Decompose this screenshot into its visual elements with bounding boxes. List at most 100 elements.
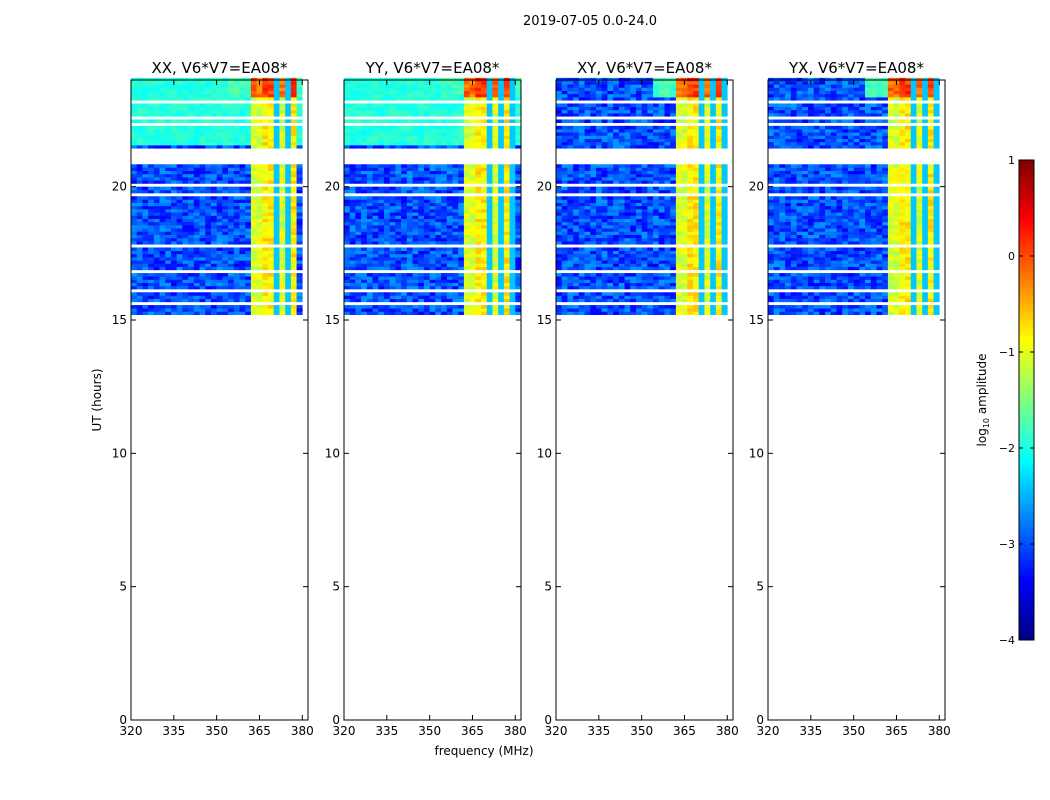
heatmap-cell [268, 228, 275, 232]
heatmap-cell [578, 285, 585, 290]
heatmap-cell [573, 199, 580, 203]
heatmap-cell [406, 138, 413, 143]
heatmap-cell [199, 141, 206, 146]
heatmap-cell [675, 189, 682, 194]
heatmap-cell [193, 90, 200, 95]
heatmap-cell [486, 260, 493, 264]
heatmap-cell [159, 298, 166, 303]
heatmap-cell [647, 167, 654, 171]
heatmap-cell [182, 170, 189, 175]
heatmap-cell [188, 257, 195, 261]
heatmap-cell [366, 170, 373, 175]
heatmap-cell [429, 298, 436, 303]
heatmap-cell [182, 247, 189, 251]
heatmap-cell [389, 93, 396, 98]
heatmap-cell [349, 221, 356, 226]
heatmap-cell [250, 87, 257, 91]
heatmap-cell [658, 209, 665, 213]
heatmap-cell [279, 266, 286, 271]
heatmap-cell [355, 170, 362, 175]
heatmap-cell [492, 119, 499, 123]
heatmap-cell [715, 173, 722, 178]
heatmap-cell [176, 141, 183, 146]
heatmap-cell [366, 138, 373, 143]
heatmap-cell [262, 90, 269, 95]
heatmap-cell [469, 231, 476, 235]
heatmap-cell [349, 295, 356, 299]
heatmap-cell [704, 177, 711, 181]
heatmap-cell [721, 180, 728, 184]
heatmap-cell [595, 276, 602, 280]
heatmap-cell [481, 212, 488, 216]
heatmap-cell [498, 285, 505, 290]
heatmap-cell [296, 199, 303, 203]
heatmap-cell [193, 132, 200, 136]
heatmap-cell [475, 298, 482, 303]
heatmap-cell [216, 141, 223, 146]
heatmap-cell [429, 145, 436, 149]
heatmap-cell [233, 109, 240, 114]
heatmap-cell [245, 225, 252, 229]
heatmap-cell [361, 90, 368, 95]
heatmap-cell [481, 170, 488, 175]
heatmap-cell [435, 135, 442, 139]
heatmap-cell [153, 81, 160, 85]
heatmap-cell [446, 308, 453, 312]
heatmap-cell [429, 215, 436, 219]
heatmap-cell [641, 292, 648, 296]
heatmap-cell [273, 90, 280, 95]
heatmap-cell [245, 308, 252, 312]
heatmap-cell [503, 141, 510, 146]
heatmap-cell [463, 257, 470, 261]
heatmap-cell [601, 250, 608, 255]
heatmap-cell [681, 186, 688, 191]
heatmap-cell [715, 308, 722, 312]
heatmap-cell [704, 202, 711, 207]
heatmap-cell [446, 135, 453, 139]
heatmap-cell [245, 129, 252, 133]
heatmap-cell [715, 196, 722, 200]
heatmap-cell [182, 257, 189, 261]
heatmap-cell [406, 276, 413, 280]
heatmap-cell [372, 141, 379, 146]
heatmap-cell [412, 90, 419, 95]
heatmap-cell [423, 189, 430, 194]
heatmap-cell [641, 145, 648, 149]
heatmap-cell [664, 170, 671, 175]
heatmap-cell [170, 231, 177, 235]
heatmap-cell [486, 298, 493, 303]
heatmap-cell [463, 266, 470, 271]
heatmap-cell [228, 273, 235, 277]
heatmap-cell [481, 132, 488, 136]
heatmap-cell [228, 282, 235, 287]
heatmap-cell [595, 145, 602, 149]
heatmap-cell [383, 241, 390, 245]
heatmap-cell [498, 90, 505, 95]
heatmap-cell [245, 228, 252, 232]
heatmap-cell [344, 241, 351, 245]
heatmap-cell [658, 205, 665, 210]
heatmap-cell [401, 279, 408, 283]
heatmap-cell [721, 276, 728, 280]
heatmap-cell [268, 266, 275, 271]
heatmap-cell [481, 241, 488, 245]
heatmap-cell [401, 250, 408, 255]
heatmap-cell [142, 263, 149, 267]
heatmap-cell [383, 129, 390, 133]
heatmap-cell [635, 189, 642, 194]
heatmap-cell [475, 141, 482, 146]
heatmap-cell [630, 177, 637, 181]
heatmap-cell [503, 295, 510, 299]
heatmap-cell [607, 218, 614, 223]
heatmap-cell [176, 234, 183, 239]
heatmap-cell [446, 263, 453, 267]
heatmap-cell [395, 295, 402, 299]
heatmap-cell [193, 263, 200, 267]
heatmap-cell [372, 260, 379, 264]
heatmap-cell [233, 125, 240, 130]
heatmap-cell [262, 221, 269, 226]
heatmap-cell [256, 212, 263, 216]
heatmap-cell [595, 221, 602, 226]
heatmap-cell [383, 196, 390, 200]
heatmap-cell [193, 221, 200, 226]
